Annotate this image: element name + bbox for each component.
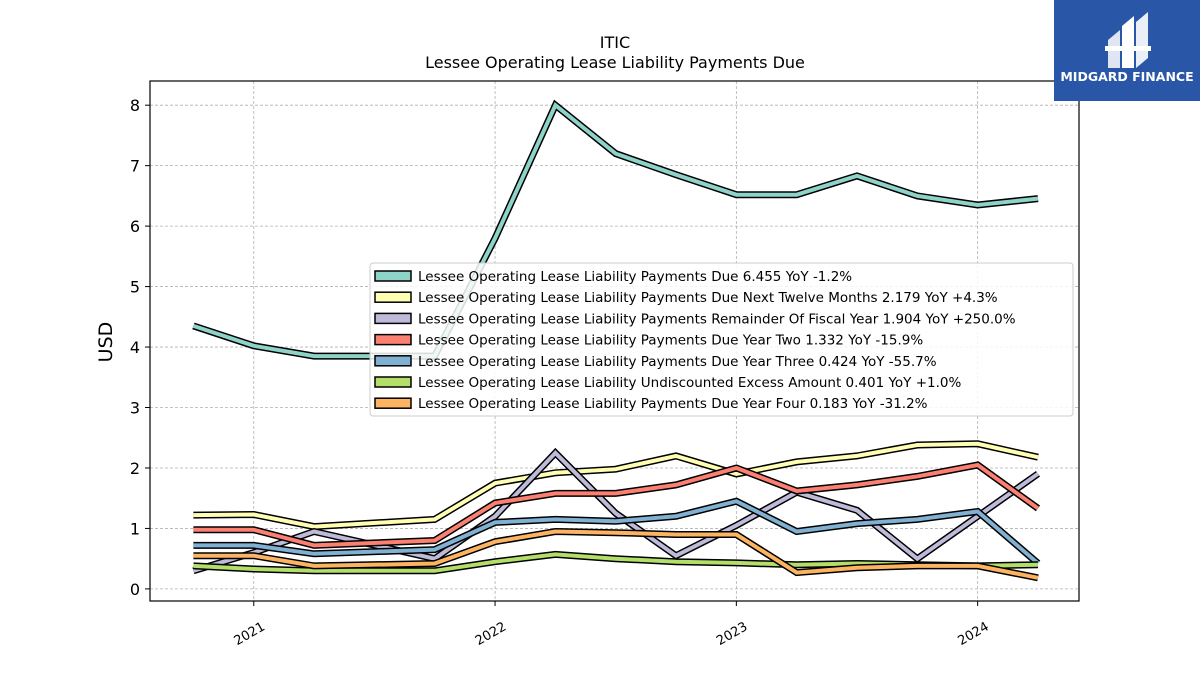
series-stroke <box>193 441 1039 529</box>
legend-label: Lessee Operating Lease Liability Payment… <box>418 396 928 412</box>
series-lines <box>192 99 1041 582</box>
x-tick-label: 2021 <box>232 619 268 649</box>
logo-mark-icon <box>1105 12 1151 68</box>
legend-item: Lessee Operating Lease Liability Payment… <box>374 333 923 349</box>
legend-label: Lessee Operating Lease Liability Payment… <box>418 311 1016 327</box>
legend-item: Lessee Operating Lease Liability Payment… <box>374 311 1016 327</box>
x-tick-label: 2022 <box>473 619 509 649</box>
chart-subtitle: Lessee Operating Lease Liability Payment… <box>425 53 805 72</box>
legend-box <box>369 262 1074 417</box>
legend-label: Lessee Operating Lease Liability Payment… <box>418 290 998 306</box>
x-axis: 2021 2022 2023 2024 <box>232 601 992 649</box>
legend-item: Lessee Operating Lease Liability Payment… <box>374 290 998 306</box>
y-tick-label: 1 <box>130 519 140 538</box>
logo-text: MIDGARD FINANCE <box>1060 69 1193 84</box>
y-tick-label: 2 <box>130 459 140 478</box>
legend-item: Lessee Operating Lease Liability Payment… <box>374 269 852 285</box>
legend-label: Lessee Operating Lease Liability Undisco… <box>418 375 962 391</box>
legend-swatch <box>374 376 412 388</box>
legend: Lessee Operating Lease Liability Payment… <box>369 262 1074 417</box>
y-axis: 0 1 2 3 4 5 6 7 8 <box>130 96 150 599</box>
legend-swatch <box>374 333 412 346</box>
x-tick-label: 2023 <box>714 619 750 649</box>
series-stroke <box>192 102 1039 359</box>
series-line-2 <box>193 440 1039 531</box>
series-line-7 <box>193 527 1039 582</box>
legend-swatch <box>374 270 412 282</box>
series-stroke <box>193 462 1040 548</box>
legend-swatch <box>374 291 412 303</box>
series-stroke <box>193 529 1039 580</box>
y-tick-label: 5 <box>130 278 140 297</box>
y-tick-label: 6 <box>130 217 140 236</box>
series-stroke <box>193 499 1040 565</box>
legend-item: Lessee Operating Lease Liability Payment… <box>374 396 928 412</box>
y-tick-label: 3 <box>130 399 140 418</box>
y-tick-label: 4 <box>130 338 140 357</box>
plot-frame <box>149 80 1080 602</box>
legend-item: Lessee Operating Lease Liability Payment… <box>374 354 937 370</box>
legend-label: Lessee Operating Lease Liability Payment… <box>418 269 852 285</box>
legend-swatch <box>374 312 412 325</box>
x-tick-label: 2024 <box>955 619 991 649</box>
legend-swatch <box>374 355 412 367</box>
y-tick-label: 8 <box>130 96 140 115</box>
legend-label: Lessee Operating Lease Liability Payment… <box>418 354 937 370</box>
y-tick-label: 0 <box>130 580 140 599</box>
y-axis-label: USD <box>95 322 117 363</box>
chart-title: ITIC <box>600 33 630 52</box>
series-line-4 <box>193 461 1041 549</box>
brand-logo: MIDGARD FINANCE <box>1054 0 1200 101</box>
y-tick-label: 7 <box>130 157 140 176</box>
legend-label: Lessee Operating Lease Liability Payment… <box>418 333 923 349</box>
series-line-1 <box>192 99 1039 360</box>
legend-item: Lessee Operating Lease Liability Undisco… <box>374 375 962 391</box>
legend-swatch <box>374 397 412 409</box>
series-line-5 <box>193 497 1041 566</box>
